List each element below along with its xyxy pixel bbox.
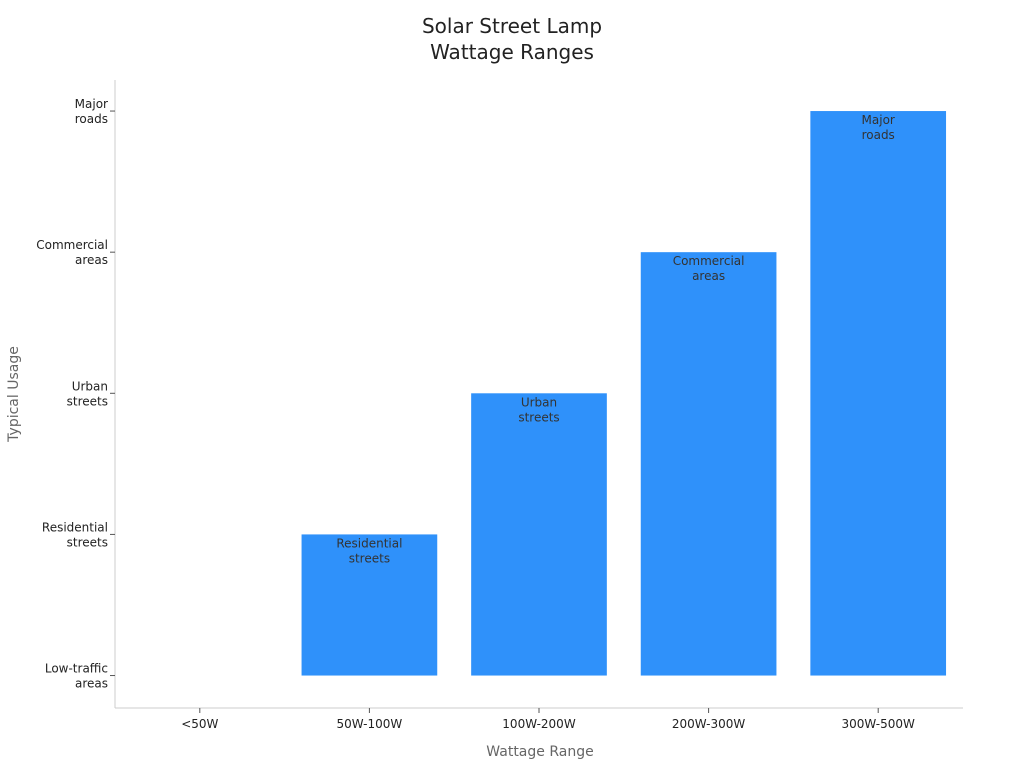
x-tick-label: 300W-500W [842, 717, 916, 731]
bar [301, 534, 438, 676]
x-axis-label: Wattage Range [486, 744, 593, 760]
x-tick-label: 50W-100W [337, 717, 403, 731]
x-tick-label: <50W [181, 717, 218, 731]
bar [810, 111, 947, 676]
y-axis-label: Typical Usage [6, 346, 22, 443]
y-tick-label: Low-traffic areas [45, 662, 108, 691]
y-tick-label: Commercial areas [36, 238, 108, 267]
y-tick-label: Urban streets [67, 379, 108, 408]
x-tick-label: 200W-300W [672, 717, 746, 731]
value-label: Urban streets [518, 395, 559, 424]
y-tick-label: Major roads [75, 97, 108, 126]
bar [640, 252, 777, 676]
value-label: Residential streets [336, 536, 402, 565]
value-label: Major roads [862, 113, 895, 142]
bar [471, 393, 607, 676]
chart-title: Solar Street Lamp Wattage Ranges [422, 14, 602, 64]
value-label: Commercial areas [673, 254, 745, 283]
x-tick-label: 100W-200W [502, 717, 576, 731]
y-tick-label: Residential streets [42, 520, 108, 549]
